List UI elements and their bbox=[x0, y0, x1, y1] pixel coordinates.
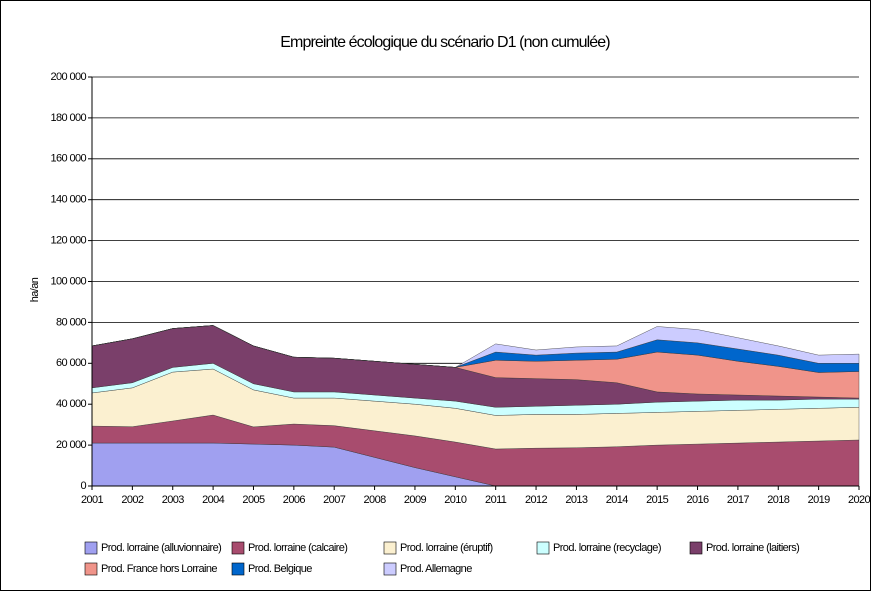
legend-label: Prod. Belgique bbox=[248, 563, 312, 575]
y-tick-label: 120 000 bbox=[50, 235, 86, 247]
y-tick-label: 160 000 bbox=[50, 153, 86, 165]
legend-label: Prod. lorraine (laitiers) bbox=[706, 542, 799, 554]
x-tick-label: 2019 bbox=[808, 494, 831, 506]
legend-label: Prod. lorraine (alluvionnaire) bbox=[101, 542, 221, 554]
x-tick-label: 2020 bbox=[848, 494, 871, 506]
legend-swatch bbox=[231, 562, 245, 576]
legend-label: Prod. France hors Lorraine bbox=[101, 563, 217, 575]
y-tick-label: 180 000 bbox=[50, 112, 86, 124]
x-tick-label: 2001 bbox=[81, 494, 104, 506]
x-tick-label: 2012 bbox=[525, 494, 548, 506]
x-tick-label: 2007 bbox=[323, 494, 346, 506]
y-axis-label: ha/an bbox=[29, 277, 41, 302]
area bbox=[91, 325, 860, 368]
x-tick-label: 2016 bbox=[686, 494, 709, 506]
y-tick-label: 200 000 bbox=[50, 71, 86, 83]
y-tick-label: 140 000 bbox=[50, 194, 86, 206]
x-tick-label: 2010 bbox=[444, 494, 467, 506]
x-tick-label: 2017 bbox=[727, 494, 750, 506]
y-tick-label: 80 000 bbox=[56, 316, 87, 328]
y-tick-label: 40 000 bbox=[56, 398, 87, 410]
legend-swatch bbox=[84, 541, 98, 555]
chart-title: Empreinte écologique du scénario D1 (non… bbox=[280, 34, 610, 51]
x-tick-label: 2015 bbox=[646, 494, 669, 506]
legend-swatch bbox=[536, 541, 550, 555]
legend-label: Prod. lorraine (éruptif) bbox=[400, 542, 493, 554]
y-tick-label: 0 bbox=[80, 480, 86, 492]
x-tick-label: 2011 bbox=[485, 494, 507, 506]
x-tick-label: 2003 bbox=[162, 494, 185, 506]
legend-swatch bbox=[84, 562, 98, 576]
x-tick-label: 2002 bbox=[121, 494, 144, 506]
x-tick-label: 2005 bbox=[242, 494, 265, 506]
x-tick-label: 2013 bbox=[565, 494, 588, 506]
x-tick-label: 2018 bbox=[767, 494, 790, 506]
y-tick-label: 20 000 bbox=[56, 439, 87, 451]
x-tick-label: 2006 bbox=[283, 494, 306, 506]
legend-swatch bbox=[383, 562, 397, 576]
x-tick-label: 2014 bbox=[606, 494, 629, 506]
legend-swatch bbox=[383, 541, 397, 555]
legend-swatch bbox=[689, 541, 703, 555]
x-tick-label: 2004 bbox=[202, 494, 225, 506]
legend-label: Prod. Allemagne bbox=[400, 563, 472, 575]
legend-label: Prod. lorraine (recyclage) bbox=[553, 542, 661, 554]
x-tick-label: 2008 bbox=[364, 494, 387, 506]
legend-swatch bbox=[231, 541, 245, 555]
y-tick-label: 60 000 bbox=[56, 357, 87, 369]
x-tick-label: 2009 bbox=[404, 494, 427, 506]
y-tick-label: 100 000 bbox=[50, 275, 86, 287]
legend-label: Prod. lorraine (calcaire) bbox=[248, 542, 347, 554]
